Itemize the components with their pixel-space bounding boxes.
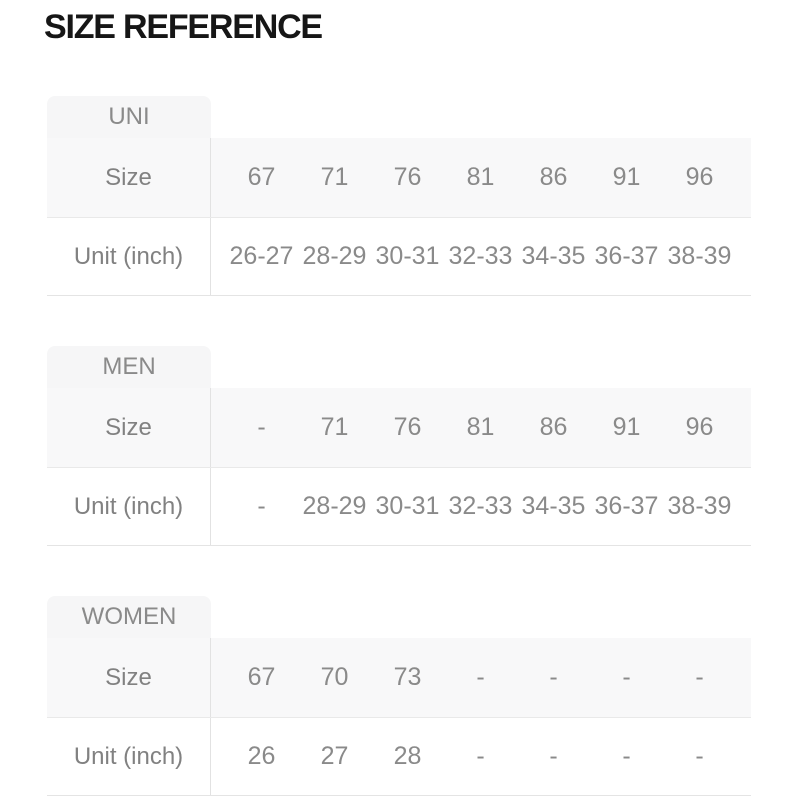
unit-value: - — [476, 742, 485, 770]
table-header-row: UNI — [47, 96, 751, 138]
size-value: 67 — [247, 163, 276, 191]
unit-row: Unit (inch) 26-27 28-29 30-31 32-33 34-3… — [47, 218, 751, 296]
size-value: 73 — [393, 663, 422, 691]
unit-value: 28-29 — [302, 492, 367, 520]
size-value: 70 — [320, 663, 349, 691]
size-table-women: WOMEN Size 67 70 73 - - - - Unit (inch) — [47, 596, 751, 796]
size-value: 91 — [612, 413, 641, 441]
size-value: 71 — [320, 413, 349, 441]
size-value: - — [695, 663, 704, 691]
size-row: Size - 71 76 81 86 91 96 — [47, 388, 751, 468]
size-value: 76 — [393, 163, 422, 191]
unit-value: 28-29 — [302, 242, 367, 270]
unit-value: 36-37 — [594, 242, 659, 270]
unit-values: 26 27 28 - - - - — [211, 718, 751, 795]
header-spacer — [211, 346, 751, 388]
size-value: 71 — [320, 163, 349, 191]
table-header-row: WOMEN — [47, 596, 751, 638]
unit-value: - — [549, 742, 558, 770]
size-value: 86 — [539, 413, 568, 441]
size-value: - — [549, 663, 558, 691]
unit-value: 38-39 — [667, 492, 732, 520]
unit-value: - — [695, 742, 704, 770]
header-spacer — [211, 96, 751, 138]
unit-values: - 28-29 30-31 32-33 34-35 36-37 38-39 — [211, 468, 751, 545]
group-label-uni: UNI — [47, 96, 211, 138]
unit-value: 30-31 — [375, 242, 440, 270]
size-value: 81 — [466, 413, 495, 441]
size-values: - 71 76 81 86 91 96 — [211, 388, 751, 467]
size-row-label: Size — [47, 638, 211, 717]
group-label-women: WOMEN — [47, 596, 211, 638]
unit-row-label: Unit (inch) — [47, 718, 211, 795]
size-value: 86 — [539, 163, 568, 191]
size-table-uni: UNI Size 67 71 76 81 86 91 96 Unit (inch… — [47, 96, 751, 296]
size-value: 96 — [685, 163, 714, 191]
unit-value: - — [257, 492, 266, 520]
unit-row-label: Unit (inch) — [47, 218, 211, 295]
unit-value: 38-39 — [667, 242, 732, 270]
size-value: 67 — [247, 663, 276, 691]
unit-value: 28 — [393, 742, 422, 770]
unit-value: 34-35 — [521, 242, 586, 270]
unit-values: 26-27 28-29 30-31 32-33 34-35 36-37 38-3… — [211, 218, 751, 295]
size-value: 91 — [612, 163, 641, 191]
unit-value: 32-33 — [448, 242, 513, 270]
unit-value: 26-27 — [229, 242, 294, 270]
size-value: - — [476, 663, 485, 691]
unit-row: Unit (inch) 26 27 28 - - - - — [47, 718, 751, 796]
unit-value: 30-31 — [375, 492, 440, 520]
unit-value: 27 — [320, 742, 349, 770]
size-value: 81 — [466, 163, 495, 191]
size-value: 76 — [393, 413, 422, 441]
size-value: 96 — [685, 413, 714, 441]
size-row: Size 67 71 76 81 86 91 96 — [47, 138, 751, 218]
unit-row: Unit (inch) - 28-29 30-31 32-33 34-35 36… — [47, 468, 751, 546]
size-row-label: Size — [47, 388, 211, 467]
size-value: - — [622, 663, 631, 691]
unit-row-label: Unit (inch) — [47, 468, 211, 545]
unit-value: - — [622, 742, 631, 770]
table-header-row: MEN — [47, 346, 751, 388]
unit-value: 26 — [247, 742, 276, 770]
size-values: 67 70 73 - - - - — [211, 638, 751, 717]
unit-value: 34-35 — [521, 492, 586, 520]
page-title: SIZE REFERENCE — [44, 8, 323, 46]
unit-value: 32-33 — [448, 492, 513, 520]
size-row: Size 67 70 73 - - - - — [47, 638, 751, 718]
size-table-men: MEN Size - 71 76 81 86 91 96 Unit (inch) — [47, 346, 751, 546]
size-value: - — [257, 413, 266, 441]
unit-value: 36-37 — [594, 492, 659, 520]
group-label-men: MEN — [47, 346, 211, 388]
size-values: 67 71 76 81 86 91 96 — [211, 138, 751, 217]
size-row-label: Size — [47, 138, 211, 217]
header-spacer — [211, 596, 751, 638]
size-reference-page: SIZE REFERENCE UNI Size 67 71 76 81 86 9… — [0, 10, 800, 802]
size-tables-container: UNI Size 67 71 76 81 86 91 96 Unit (inch… — [47, 96, 751, 796]
